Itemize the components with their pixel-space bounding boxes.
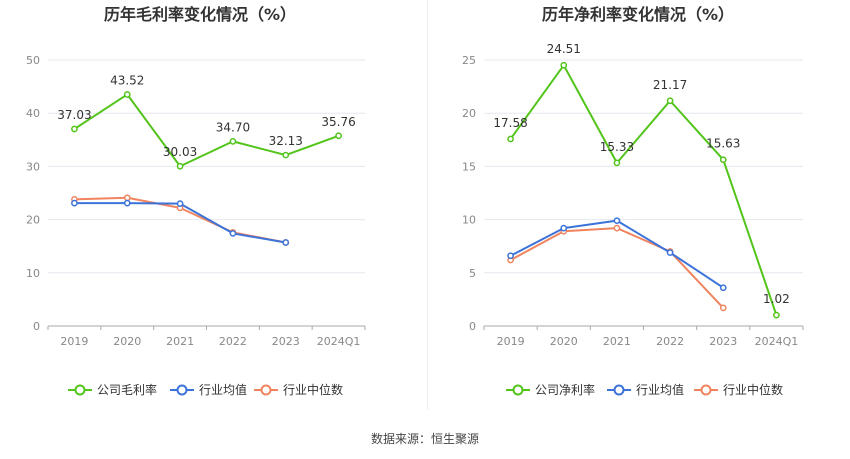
data-point[interactable] xyxy=(229,230,237,237)
y-tick-label: 20 xyxy=(462,107,476,120)
data-point[interactable] xyxy=(560,224,568,232)
data-point[interactable] xyxy=(507,135,514,143)
data-label: 17.58 xyxy=(493,116,527,130)
data-point[interactable] xyxy=(666,97,674,105)
data-point[interactable] xyxy=(613,224,621,232)
data-label: 15.63 xyxy=(706,137,740,151)
x-tick-label: 2020 xyxy=(550,335,578,348)
y-tick-label: 20 xyxy=(26,214,40,227)
legend-marker[interactable] xyxy=(176,384,188,396)
x-tick-label: 2019 xyxy=(497,335,525,348)
legend-label: 行业均值 xyxy=(199,382,247,397)
y-tick-label: 30 xyxy=(26,160,40,173)
legend-marker[interactable] xyxy=(74,384,86,396)
x-tick-label: 2022 xyxy=(656,335,684,348)
data-point[interactable] xyxy=(613,217,621,225)
data-point[interactable] xyxy=(123,91,131,98)
data-point[interactable] xyxy=(176,162,184,170)
data-point[interactable] xyxy=(176,200,184,207)
y-tick-label: 10 xyxy=(26,267,40,280)
data-label: 34.70 xyxy=(216,120,250,134)
y-tick-label: 40 xyxy=(26,107,40,120)
y-tick-label: 5 xyxy=(469,267,476,280)
y-tick-label: 25 xyxy=(462,54,476,67)
chart-title-2: 历年净利率变化情况（%） xyxy=(542,5,734,24)
legend-label: 行业均值 xyxy=(636,382,684,397)
x-tick-label: 2022 xyxy=(219,335,247,348)
legend-label: 公司毛利率 xyxy=(97,382,157,397)
panel-divider xyxy=(427,0,428,410)
data-point[interactable] xyxy=(71,199,78,207)
y-tick-label: 0 xyxy=(33,320,40,333)
data-label: 21.17 xyxy=(653,78,687,92)
x-tick-label: 2024Q1 xyxy=(755,335,799,348)
data-point[interactable] xyxy=(71,125,78,133)
data-point[interactable] xyxy=(123,199,131,207)
data-point[interactable] xyxy=(560,61,568,69)
x-tick-label: 2023 xyxy=(272,335,300,348)
data-label: 35.76 xyxy=(321,115,355,129)
y-tick-label: 10 xyxy=(462,214,476,227)
series-line-0 xyxy=(509,64,778,316)
data-label: 24.51 xyxy=(547,42,581,56)
data-label: 30.03 xyxy=(163,145,197,159)
legend-marker[interactable] xyxy=(700,384,712,396)
x-tick-label: 2019 xyxy=(60,335,88,348)
data-point[interactable] xyxy=(719,304,727,312)
x-tick-label: 2021 xyxy=(166,335,194,348)
data-point[interactable] xyxy=(773,311,780,319)
legend-label: 行业中位数 xyxy=(723,382,783,397)
data-label: 1.02 xyxy=(763,292,790,306)
data-label: 37.03 xyxy=(57,108,91,122)
series-line-0 xyxy=(73,93,339,168)
data-label: 43.52 xyxy=(110,73,144,87)
legend-label: 公司净利率 xyxy=(535,382,595,397)
data-point[interactable] xyxy=(282,239,290,246)
data-label: 15.33 xyxy=(600,140,634,154)
x-tick-label: 2020 xyxy=(113,335,141,348)
data-point[interactable] xyxy=(613,159,621,167)
legend-marker[interactable] xyxy=(260,384,272,396)
data-point[interactable] xyxy=(335,132,342,140)
y-tick-label: 50 xyxy=(26,54,40,67)
x-tick-label: 2021 xyxy=(603,335,631,348)
data-point[interactable] xyxy=(229,138,237,145)
legend-marker[interactable] xyxy=(613,384,625,396)
data-source-label: 数据来源：恒生聚源 xyxy=(370,432,479,446)
y-tick-label: 15 xyxy=(462,160,476,173)
data-label: 32.13 xyxy=(269,134,303,148)
x-tick-label: 2024Q1 xyxy=(317,335,361,348)
legend-label: 行业中位数 xyxy=(283,382,343,397)
data-point[interactable] xyxy=(666,249,674,256)
x-tick-label: 2023 xyxy=(709,335,737,348)
legend-marker[interactable] xyxy=(512,384,524,396)
chart-title-1: 历年毛利率变化情况（%） xyxy=(104,5,296,24)
y-tick-label: 0 xyxy=(469,320,476,333)
data-point[interactable] xyxy=(719,156,727,164)
data-point[interactable] xyxy=(123,194,131,202)
data-point[interactable] xyxy=(719,284,727,292)
data-point[interactable] xyxy=(282,151,290,159)
data-point[interactable] xyxy=(507,252,514,260)
